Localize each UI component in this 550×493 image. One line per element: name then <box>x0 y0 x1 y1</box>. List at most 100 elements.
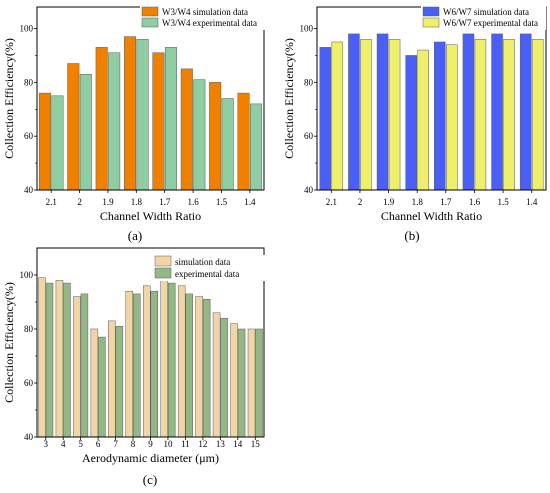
x-axis-title: Channel Width Ratio <box>100 209 201 223</box>
legend-label: W3/W4 simulation data <box>162 7 248 17</box>
x-tick-label: 2 <box>358 197 363 207</box>
y-tick-label: 100 <box>300 24 314 34</box>
y-axis-title: Collection Efficiency(%) <box>282 38 296 159</box>
legend-background <box>421 6 546 30</box>
bar-a-s0-5 <box>180 68 193 191</box>
y-axis-title: Collection Efficiency(%) <box>2 282 16 403</box>
x-tick-label: 1.8 <box>131 197 143 207</box>
x-tick-label: 5 <box>78 439 83 449</box>
bar-a-s1-7 <box>250 103 263 191</box>
x-tick-label: 14 <box>233 439 243 449</box>
bar-c-s0-2 <box>73 296 81 438</box>
bar-c-s0-10 <box>212 312 221 438</box>
bar-c-s1-11 <box>237 328 246 438</box>
bar-b-s1-2 <box>388 39 401 191</box>
bar-c-s1-1 <box>63 282 71 438</box>
x-tick-label: 12 <box>198 439 207 449</box>
chart-panel-a: 2.1 2 1.9 1.8 1.7 1.6 1.5 1.4 40 60 80 100 Channel W… <box>2 6 285 223</box>
legend-swatch <box>154 267 172 279</box>
legend-label: W6/W7 simulation data <box>443 7 529 17</box>
bar-c-s1-0 <box>45 282 54 438</box>
bar-a-s1-5 <box>193 79 206 191</box>
x-tick-label: 15 <box>251 439 261 449</box>
legend-swatch <box>141 17 159 28</box>
plot-frame <box>36 247 265 438</box>
x-tick-label: 1.9 <box>102 197 114 207</box>
bar-c-s0-9 <box>195 296 203 438</box>
bar-b-s1-4 <box>446 44 458 191</box>
bar-b-s0-4 <box>434 41 446 191</box>
y-axis-title: Collection Efficiency(%) <box>2 38 16 159</box>
bar-b-s0-7 <box>519 33 532 191</box>
panel-label-b: (b) <box>404 228 419 243</box>
y-tick-label: 80 <box>24 324 34 334</box>
bar-b-s1-0 <box>331 41 344 191</box>
bar-a-s1-6 <box>221 98 234 191</box>
bar-b-s0-3 <box>405 55 417 191</box>
y-tick-label: 60 <box>24 378 34 388</box>
x-tick-label: 2.1 <box>46 197 57 207</box>
legend-swatch <box>154 255 172 267</box>
y-tick-label: 100 <box>20 270 34 280</box>
legend-swatch <box>141 6 159 17</box>
bar-b-s1-1 <box>360 39 372 191</box>
bar-a-s0-6 <box>209 82 222 191</box>
bar-c-s0-4 <box>108 320 116 438</box>
bar-b-s1-5 <box>474 39 487 191</box>
bar-a-s0-7 <box>237 92 250 191</box>
bar-b-s1-7 <box>531 39 544 191</box>
bar-c-s1-5 <box>133 293 141 438</box>
x-tick-label: 1.9 <box>383 197 395 207</box>
bar-c-s1-10 <box>220 317 228 438</box>
x-tick-label: 7 <box>113 439 118 449</box>
bar-a-s1-2 <box>108 52 121 191</box>
y-tick-label: 60 <box>24 131 34 141</box>
bar-b-s0-1 <box>348 33 360 191</box>
legend-background <box>140 6 285 30</box>
bar-a-s1-0 <box>51 95 64 191</box>
y-tick-label: 40 <box>304 185 314 195</box>
bar-c-s0-0 <box>38 277 46 438</box>
legend-label: simulation data <box>175 257 230 267</box>
bar-b-s0-6 <box>491 33 503 191</box>
bar-a-s1-1 <box>79 74 92 191</box>
x-tick-label: 1.5 <box>497 197 509 207</box>
panel-label-c: (c) <box>143 472 157 487</box>
x-axis-title: Aerodynamic diameter (μm) <box>82 451 219 465</box>
bar-a-s1-4 <box>164 47 177 191</box>
y-tick-label: 40 <box>24 185 34 195</box>
bar-c-s0-8 <box>177 285 186 438</box>
bar-c-s1-6 <box>150 290 158 438</box>
legend-label: experimental data <box>175 269 239 279</box>
bar-a-s0-3 <box>124 36 137 191</box>
chart-panel-c: 3 4 5 6 7 8 9 10 11 12 13 14 15 40 60 80 100 Aerodynamic … <box>2 247 265 465</box>
legend: simulation data experimental data <box>153 255 265 281</box>
bar-a-s1-3 <box>136 39 149 191</box>
x-tick-label: 1.4 <box>244 197 256 207</box>
panel-label-a: (a) <box>128 228 142 243</box>
x-tick-label: 2.1 <box>326 197 337 207</box>
bar-c-s0-5 <box>125 290 134 438</box>
x-tick-label: 1.7 <box>159 197 171 207</box>
legend-swatch <box>422 17 440 28</box>
bar-c-s0-11 <box>230 323 238 438</box>
bar-b-s1-3 <box>417 49 429 191</box>
bar-a-s0-2 <box>95 47 108 191</box>
bar-c-s1-2 <box>80 293 89 438</box>
bar-b-s1-6 <box>503 39 515 191</box>
bar-c-s1-3 <box>98 336 106 438</box>
bar-b-s0-0 <box>319 47 332 191</box>
x-tick-label: 1.8 <box>412 197 424 207</box>
y-tick-label: 80 <box>304 77 314 87</box>
bar-b-s0-5 <box>462 33 475 191</box>
x-axis-title: Channel Width Ratio <box>381 209 482 223</box>
chart-panel-b: 2.1 2 1.9 1.8 1.7 1.6 1.5 1.4 40 60 80 100 Channel W… <box>282 6 547 223</box>
x-tick-label: 1.6 <box>187 197 199 207</box>
bar-c-s1-9 <box>202 299 211 438</box>
bar-a-s0-1 <box>67 63 80 191</box>
x-tick-label: 10 <box>163 439 173 449</box>
y-tick-label: 80 <box>24 77 34 87</box>
bar-c-s0-3 <box>90 328 99 438</box>
